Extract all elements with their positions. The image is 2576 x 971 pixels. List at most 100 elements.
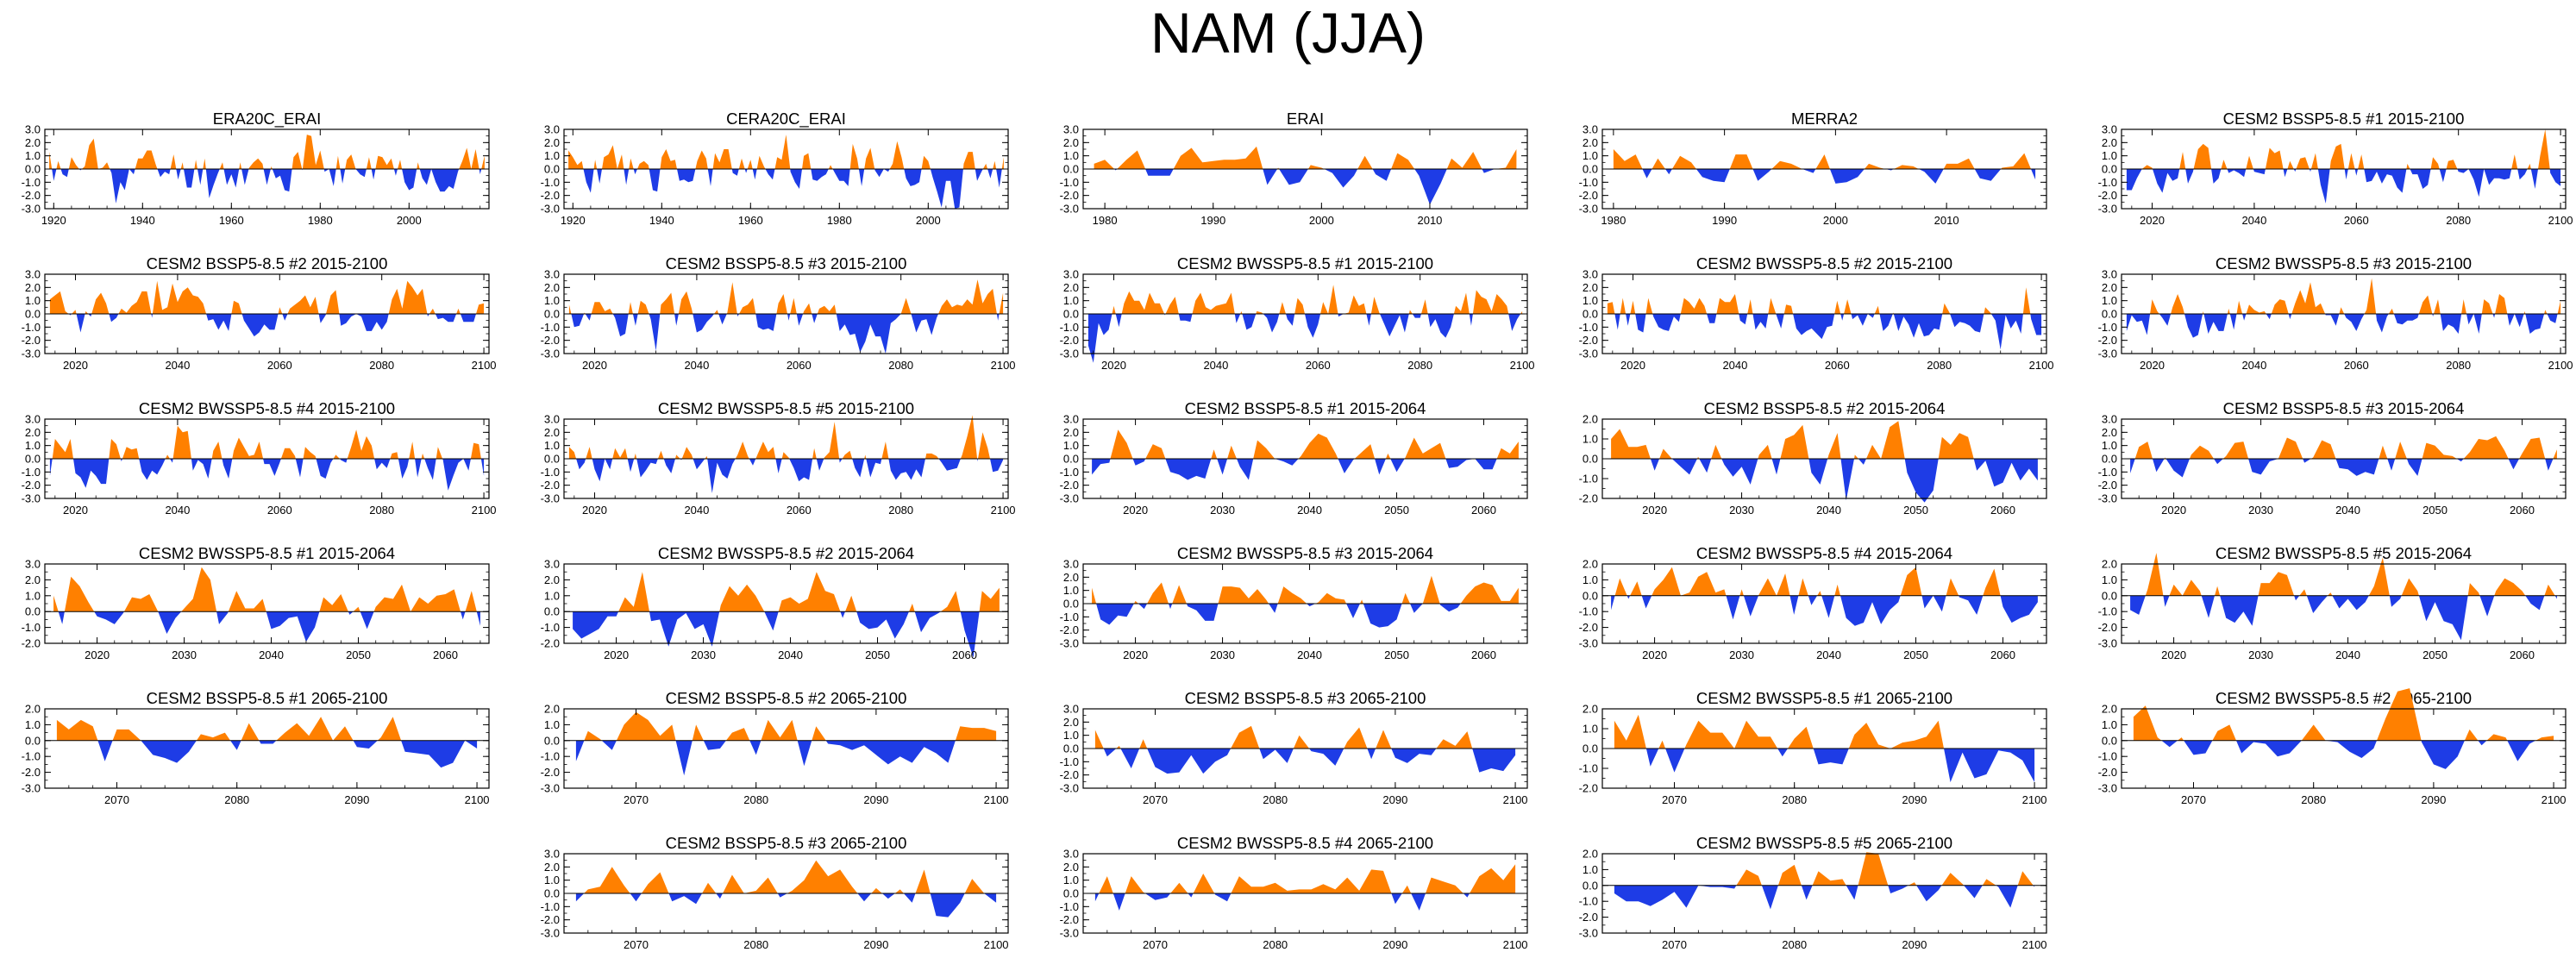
- y-tick-label: -2.0: [2098, 621, 2117, 634]
- positive-area: [1110, 429, 1133, 459]
- negative-area: [2376, 314, 2389, 333]
- negative-area: [2410, 169, 2431, 189]
- positive-area: [2271, 299, 2289, 314]
- negative-area: [1263, 314, 1280, 333]
- positive-area: [52, 439, 73, 459]
- positive-area: [824, 422, 840, 459]
- negative-area: [2294, 595, 2300, 601]
- negative-area: [340, 169, 346, 184]
- y-tick-label: -3.0: [1060, 637, 1079, 650]
- positive-area: [1231, 869, 1392, 893]
- positive-area: [1121, 291, 1165, 314]
- y-tick-label: 2.0: [1583, 703, 1598, 716]
- negative-area: [1959, 595, 1984, 615]
- y-tick-label: -1.0: [541, 176, 560, 189]
- x-tick-label: 2080: [1927, 359, 1952, 372]
- y-tick-label: -1.0: [541, 321, 560, 334]
- positive-area: [2215, 586, 2221, 596]
- negative-area: [1721, 459, 1758, 485]
- positive-area: [476, 303, 485, 314]
- positive-area: [2236, 300, 2243, 314]
- positive-area: [817, 304, 837, 314]
- positive-area: [2535, 736, 2554, 741]
- x-tick-label: 2030: [1210, 504, 1235, 517]
- positive-area: [1408, 310, 1413, 314]
- negative-area: [1269, 604, 1278, 613]
- panel-title: CESM2 BSSP5-8.5 #1 2015-2100: [2222, 110, 2465, 128]
- positive-area: [2538, 129, 2550, 169]
- y-tick-label: 2.0: [544, 136, 560, 149]
- positive-area: [1092, 587, 1097, 604]
- positive-area: [2377, 688, 2422, 741]
- positive-area: [1620, 298, 1626, 314]
- x-tick-label: 2100: [2022, 793, 2047, 806]
- negative-area: [2457, 169, 2469, 173]
- positive-area: [181, 567, 217, 612]
- y-tick-label: 2.0: [1063, 281, 1079, 294]
- negative-area: [1918, 169, 1944, 184]
- negative-area: [463, 459, 471, 471]
- negative-area: [431, 169, 460, 192]
- positive-area: [417, 162, 420, 169]
- positive-area: [1711, 444, 1722, 459]
- x-tick-label: 2100: [2022, 938, 2047, 951]
- negative-area: [736, 314, 739, 317]
- negative-area: [2525, 314, 2545, 334]
- negative-area: [2288, 314, 2292, 320]
- x-tick-label: 2080: [2301, 793, 2326, 806]
- chart-plot: -2.0 -1.0 0.0 1.0 2.0 2070 2080 2090 2100: [1579, 703, 2047, 806]
- positive-area: [2145, 553, 2164, 596]
- chart-panel: CESM2 BWSSP5-8.5 #5 2015-2064 -3.0 -2.0 -1.…: [2077, 545, 2576, 678]
- negative-area: [1120, 749, 1140, 768]
- negative-area: [2325, 314, 2340, 326]
- negative-area: [749, 459, 756, 466]
- chart-panel: CESM2 BWSSP5-8.5 #4 2065-2100 -3.0 -2.0 -1.…: [1038, 835, 1577, 968]
- x-tick-label: 1920: [41, 214, 66, 227]
- positive-area: [2265, 147, 2284, 169]
- x-tick-label: 2100: [2548, 359, 2573, 372]
- negative-area: [777, 893, 787, 898]
- negative-area: [1840, 595, 1901, 626]
- negative-area: [1641, 595, 1652, 609]
- y-tick-label: 0.0: [1063, 598, 1079, 611]
- positive-area: [982, 163, 988, 169]
- positive-area: [2395, 442, 2407, 459]
- negative-area: [605, 459, 613, 470]
- negative-area: [2432, 314, 2434, 317]
- positive-area: [1815, 154, 1830, 169]
- positive-area: [803, 303, 812, 314]
- negative-area: [73, 459, 110, 488]
- negative-area: [2253, 169, 2266, 175]
- x-tick-label: 2020: [582, 504, 607, 517]
- positive-area: [978, 432, 990, 459]
- positive-area: [291, 152, 303, 169]
- y-tick-label: -3.0: [22, 782, 41, 795]
- y-tick-label: 3.0: [2102, 123, 2117, 136]
- negative-area: [1771, 459, 1781, 475]
- y-tick-label: -3.0: [541, 348, 560, 360]
- y-tick-label: -3.0: [1060, 492, 1079, 505]
- negative-area: [1829, 169, 1865, 184]
- x-tick-label: 2100: [1510, 359, 1535, 372]
- positive-area: [889, 141, 905, 169]
- positive-area: [2557, 300, 2561, 314]
- y-tick-label: 1.0: [1583, 294, 1598, 307]
- positive-area: [1684, 720, 1778, 749]
- negative-area: [977, 459, 978, 462]
- y-tick-label: 1.0: [544, 589, 560, 602]
- negative-area: [141, 740, 197, 763]
- positive-area: [637, 300, 649, 314]
- negative-area: [1916, 885, 1942, 902]
- positive-area: [345, 154, 356, 169]
- x-tick-label: 2040: [1816, 504, 1841, 517]
- positive-area: [2017, 871, 2034, 886]
- negative-area: [1665, 749, 1685, 773]
- positive-area: [326, 290, 340, 314]
- negative-area: [2229, 314, 2237, 330]
- positive-area: [747, 160, 753, 169]
- negative-area: [353, 740, 378, 749]
- y-tick-label: 0.0: [25, 734, 41, 747]
- x-tick-label: 2080: [743, 938, 768, 951]
- y-tick-label: 3.0: [1063, 413, 1079, 426]
- negative-area: [840, 611, 845, 618]
